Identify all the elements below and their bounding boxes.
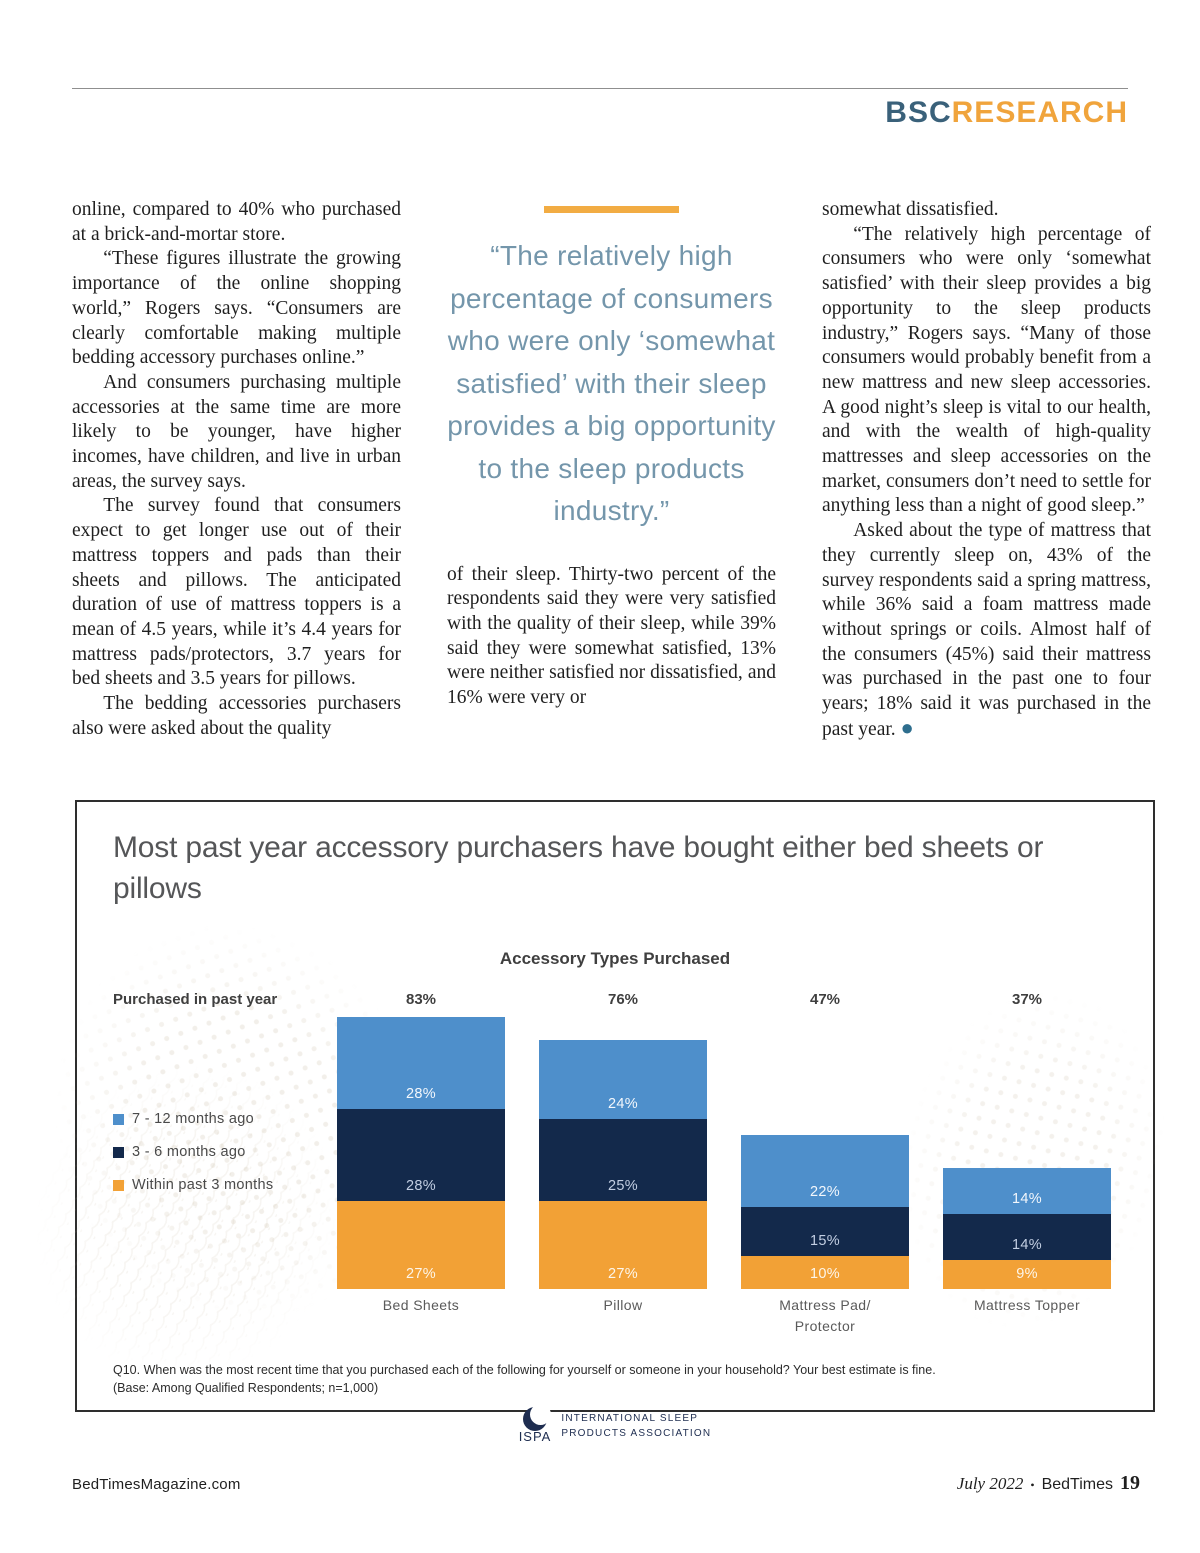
bar-group: 28% 28% 27% [320, 1016, 522, 1289]
legend-label: 3 - 6 months ago [132, 1144, 246, 1160]
paragraph: The bedding accessories purchasers also … [72, 693, 401, 739]
bar-group: 14% 14% 9% [926, 1167, 1128, 1289]
chart-totals: 83% 76% 47% 37% [320, 991, 1128, 1008]
bar-segment-value: 28% [406, 1085, 436, 1102]
footer-magazine-name: BedTimes [1041, 1476, 1113, 1493]
bar-segment-value: 10% [810, 1266, 840, 1282]
ispa-acronym: ISPA [518, 1429, 552, 1445]
bar-segment: 28% [337, 1108, 505, 1201]
bar-segment: 14% [943, 1167, 1111, 1214]
ispa-logo: ISPA INTERNATIONAL SLEEP PRODUCTS ASSOCI… [77, 1404, 1153, 1445]
legend-swatch [113, 1146, 124, 1158]
legend-item: Within past 3 months [113, 1177, 273, 1193]
column-3: somewhat dissatisfied. “The relatively h… [822, 198, 1151, 798]
bar-segment: 22% [741, 1134, 909, 1208]
bar-segment: 14% [943, 1213, 1111, 1260]
paragraph: somewhat dissatisfied. [822, 199, 999, 220]
ispa-name-line2: PRODUCTS ASSOCIATION [561, 1427, 712, 1439]
bar-segment-value: 14% [1012, 1190, 1042, 1207]
legend-label: 7 - 12 months ago [132, 1111, 254, 1127]
bar-segment-value: 14% [1012, 1236, 1042, 1253]
bar-segment: 27% [539, 1200, 707, 1289]
bar-group: 22% 15% 10% [724, 1134, 926, 1289]
article-end-bullet: ● [900, 714, 914, 740]
category-label: Mattress Pad/ Protector [779, 1297, 871, 1334]
footer-issue-date: July 2022 [956, 1474, 1024, 1493]
chart-plot-area: 28% 28% 27% 24% 25% 27% 22% 15% 10% 14% 14% 9% [320, 1016, 1128, 1289]
column-2: “The relatively high percentage of consu… [447, 198, 776, 798]
legend-label: Within past 3 months [132, 1177, 274, 1193]
column-1: online, compared to 40% who purchased at… [72, 198, 401, 798]
chart-totals-row: Purchased in past year 83% 76% 47% 37% [77, 991, 1153, 1009]
stacked-bar: 14% 14% 9% [943, 1167, 1111, 1289]
bar-total-value: 83% [405, 991, 437, 1008]
bar-segment-value: 22% [810, 1184, 840, 1201]
legend-item: 3 - 6 months ago [113, 1144, 273, 1160]
bar-segment: 28% [337, 1016, 505, 1109]
bar-segment-value: 15% [810, 1233, 840, 1250]
bar-segment: 27% [337, 1200, 505, 1289]
bar-total-value: 37% [1011, 991, 1043, 1008]
paragraph: of their sleep. Thirty-two percent of th… [447, 563, 776, 709]
bar-segment-value: 24% [608, 1095, 638, 1112]
pull-quote-text: “The relatively high percentage of consu… [447, 240, 776, 526]
footer-page-number: 19 [1120, 1472, 1140, 1494]
ispa-name-line1: INTERNATIONAL SLEEP [561, 1412, 699, 1424]
bar-segment-value: 25% [608, 1177, 638, 1194]
legend-item: 7 - 12 months ago [113, 1111, 273, 1127]
chart-heading: Most past year accessory purchasers have… [113, 831, 1044, 905]
crescent-moon-icon [523, 1404, 552, 1432]
chart-title: Accessory Types Purchased [499, 949, 731, 968]
page-footer: BedTimesMagazine.com July 2022 • BedTime… [72, 1472, 1140, 1495]
stacked-bar: 28% 28% 27% [337, 1016, 505, 1289]
bar-segment: 10% [741, 1256, 909, 1289]
bar-segment-value: 27% [406, 1266, 436, 1282]
pull-quote-rule [544, 206, 679, 213]
bar-group: 24% 25% 27% [522, 1039, 724, 1289]
footnote-question: Q10. When was the most recent time that … [113, 1363, 936, 1377]
chart-panel: Most past year accessory purchasers have… [0, 800, 1200, 1444]
bar-segment: 25% [539, 1118, 707, 1201]
bar-segment-value: 28% [406, 1177, 436, 1194]
brand-research: RESEARCH [951, 96, 1128, 129]
paragraph: “The relatively high percentage of consu… [822, 223, 1151, 517]
top-divider [72, 88, 1128, 89]
category-label: Pillow [603, 1297, 643, 1313]
legend-swatch [113, 1179, 124, 1191]
paragraph: online, compared to 40% who purchased at… [72, 199, 401, 245]
chart-legend: 7 - 12 months ago 3 - 6 months ago Within … [113, 1111, 273, 1210]
category-label: Mattress Topper [973, 1297, 1081, 1313]
chart-category-labels: Bed Sheets Pillow Mattress Pad/ Protector M… [320, 1295, 1128, 1337]
paragraph: Asked about the type of mattress that th… [822, 519, 1151, 742]
bar-segment: 9% [943, 1259, 1111, 1289]
legend-swatch [113, 1113, 124, 1125]
chart-row-label: Purchased in past year [113, 991, 278, 1008]
paragraph: And consumers purchasing multiple access… [72, 371, 401, 492]
stacked-bar: 24% 25% 27% [539, 1039, 707, 1289]
bar-total-value: 76% [607, 991, 639, 1008]
footnote-base: (Base: Among Qualified Respondents; n=1,… [113, 1381, 379, 1396]
paragraph: “These figures illustrate the growing im… [72, 248, 401, 369]
paragraph: The survey found that consumers expect t… [72, 495, 401, 690]
bar-segment: 24% [539, 1039, 707, 1119]
paragraph-text: Asked about the type of mattress that th… [822, 520, 1151, 740]
bar-segment-value: 27% [608, 1266, 638, 1282]
footer-website: BedTimesMagazine.com [72, 1476, 241, 1493]
stacked-bar: 22% 15% 10% [741, 1134, 909, 1289]
section-brand: BSCRESEARCH [885, 96, 1128, 130]
bar-total-value: 47% [809, 991, 841, 1008]
article-columns: online, compared to 40% who purchased at… [72, 198, 1152, 798]
pull-quote: “The relatively high percentage of consu… [447, 206, 776, 533]
category-label: Bed Sheets [382, 1297, 460, 1313]
chart-footnote: Q10. When was the most recent time that … [113, 1361, 1113, 1397]
bar-segment-value: 9% [1016, 1266, 1038, 1282]
brand-bsc: BSC [885, 96, 952, 129]
bar-segment: 15% [741, 1207, 909, 1257]
footer-separator: • [1030, 1478, 1035, 1492]
ispa-name: INTERNATIONAL SLEEP PRODUCTS ASSOCIATION [561, 1411, 711, 1441]
